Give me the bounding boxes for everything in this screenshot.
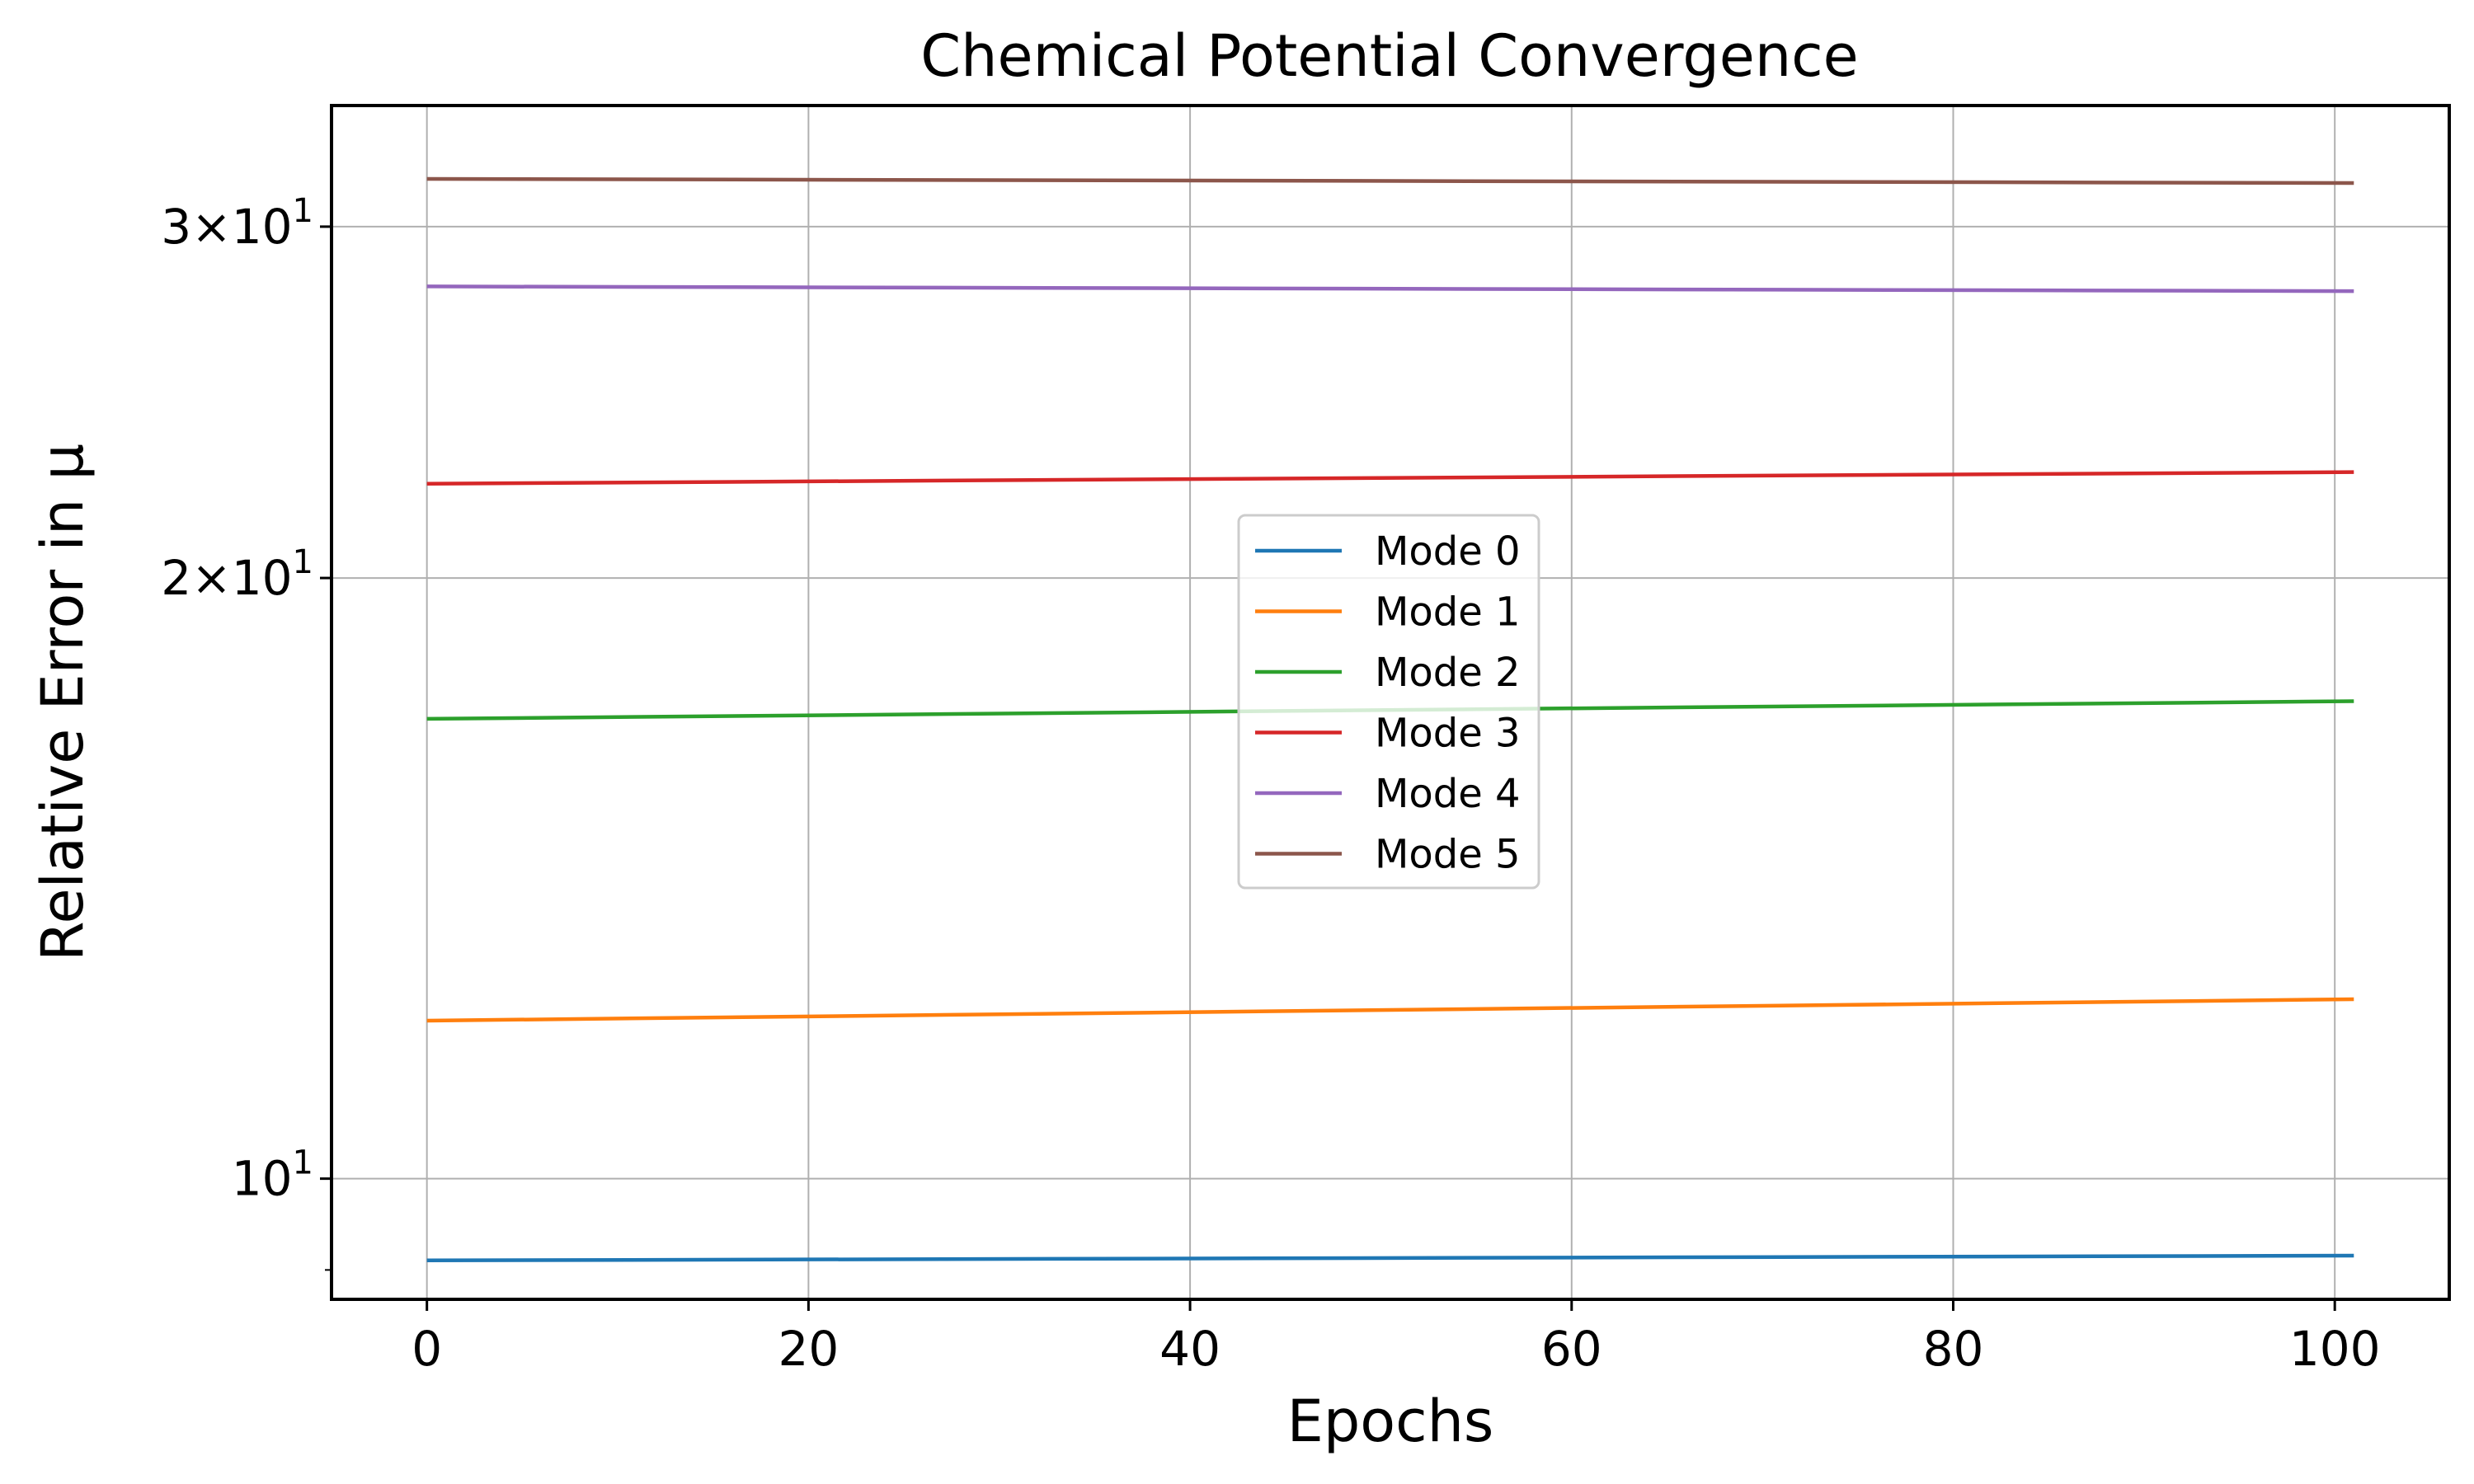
legend-label-mode-1: Mode 1 (1375, 589, 1521, 636)
chart-title: Chemical Potential Convergence (920, 22, 1858, 90)
legend: Mode 0 Mode 1 Mode 2 Mode 3 Mode 4 Mode 5 (1237, 514, 1540, 890)
y-axis-label: Relative Error in μ (29, 444, 96, 961)
x-tick-label: 60 (1541, 1321, 1602, 1377)
y-tick-label: 3×101 (161, 192, 313, 255)
series-line-mode-4 (426, 284, 2354, 294)
legend-label-mode-0: Mode 0 (1375, 528, 1521, 575)
x-axis-ticks: 0 20 40 60 80 100 (412, 1299, 2381, 1377)
series-line-mode-0 (426, 1253, 2354, 1263)
x-tick-label: 40 (1159, 1321, 1221, 1377)
series-line-mode-5 (426, 176, 2354, 186)
x-tick-label: 100 (2289, 1321, 2381, 1377)
x-tick-label: 20 (778, 1321, 839, 1377)
x-tick-label: 80 (1923, 1321, 1984, 1377)
y-axis-ticks: 101 2×101 3×101 (161, 192, 332, 1271)
series-line-mode-1 (426, 997, 2354, 1023)
legend-label-mode-3: Mode 3 (1375, 711, 1521, 757)
x-tick-label: 0 (412, 1321, 442, 1377)
y-tick-label: 2×101 (161, 543, 313, 606)
plot-frame (330, 104, 2451, 1301)
series-line-mode-3 (426, 470, 2354, 486)
x-axis-label: Epochs (1287, 1388, 1494, 1455)
legend-label-mode-4: Mode 4 (1375, 771, 1521, 817)
legend-label-mode-2: Mode 2 (1375, 650, 1521, 696)
y-tick-label: 101 (232, 1144, 313, 1207)
legend-label-mode-5: Mode 5 (1375, 832, 1521, 878)
